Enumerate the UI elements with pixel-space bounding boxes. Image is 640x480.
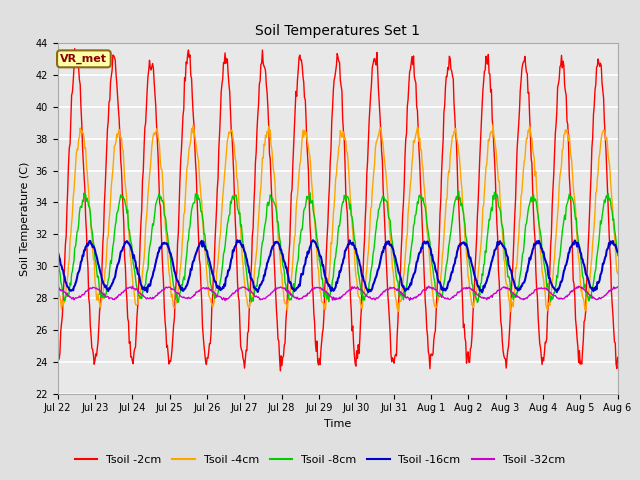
Line: Tsoil -16cm: Tsoil -16cm — [58, 240, 618, 292]
Tsoil -2cm — [408, 60, 415, 66]
Tsoil -32cm — [208, 288, 216, 294]
Tsoil -4cm — [395, 309, 403, 314]
Tsoil -16cm — [309, 237, 317, 243]
Tsoil -8cm — [474, 300, 481, 305]
Tsoil -2cm — [276, 368, 284, 374]
Tsoil -16cm — [406, 281, 414, 287]
Tsoil -32cm — [221, 298, 229, 303]
Tsoil -2cm — [209, 294, 216, 300]
Tsoil -16cm — [64, 284, 72, 290]
Tsoil -4cm — [423, 227, 431, 232]
Tsoil -32cm — [54, 286, 61, 292]
Tsoil -8cm — [614, 252, 621, 258]
Line: Tsoil -32cm: Tsoil -32cm — [58, 286, 618, 300]
Title: Soil Temperatures Set 1: Soil Temperatures Set 1 — [255, 24, 420, 38]
Tsoil -32cm — [122, 287, 129, 293]
Tsoil -2cm — [179, 112, 187, 118]
Tsoil -4cm — [54, 277, 61, 283]
Tsoil -32cm — [614, 284, 621, 290]
Tsoil -16cm — [179, 285, 186, 290]
Tsoil -16cm — [208, 268, 216, 274]
X-axis label: Time: Time — [324, 419, 351, 429]
Tsoil -4cm — [64, 273, 72, 279]
Tsoil -8cm — [64, 293, 72, 299]
Tsoil -8cm — [179, 283, 186, 289]
Tsoil -2cm — [71, 46, 79, 51]
Tsoil -32cm — [406, 295, 414, 300]
Tsoil -32cm — [64, 293, 72, 299]
Tsoil -8cm — [455, 188, 463, 194]
Line: Tsoil -4cm: Tsoil -4cm — [58, 124, 618, 312]
Line: Tsoil -2cm: Tsoil -2cm — [58, 48, 618, 371]
Tsoil -16cm — [54, 248, 61, 254]
Tsoil -16cm — [478, 289, 486, 295]
Tsoil -8cm — [122, 201, 129, 207]
Line: Tsoil -8cm: Tsoil -8cm — [58, 191, 618, 302]
Tsoil -2cm — [54, 360, 61, 366]
Tsoil -4cm — [208, 301, 216, 307]
Tsoil -4cm — [122, 182, 129, 188]
Tsoil -4cm — [406, 181, 414, 187]
Tsoil -16cm — [614, 249, 621, 255]
Tsoil -8cm — [406, 260, 413, 266]
Legend: Tsoil -2cm, Tsoil -4cm, Tsoil -8cm, Tsoil -16cm, Tsoil -32cm: Tsoil -2cm, Tsoil -4cm, Tsoil -8cm, Tsoi… — [70, 451, 570, 469]
Tsoil -16cm — [122, 239, 129, 245]
Tsoil -32cm — [575, 283, 582, 289]
Y-axis label: Soil Temperature (C): Soil Temperature (C) — [20, 161, 30, 276]
Tsoil -2cm — [424, 333, 431, 339]
Tsoil -8cm — [422, 211, 430, 216]
Tsoil -32cm — [179, 295, 186, 300]
Tsoil -16cm — [423, 239, 431, 245]
Tsoil -4cm — [614, 271, 621, 276]
Tsoil -8cm — [54, 252, 61, 257]
Tsoil -4cm — [179, 240, 186, 245]
Tsoil -2cm — [122, 286, 130, 292]
Text: VR_met: VR_met — [60, 54, 108, 64]
Tsoil -8cm — [208, 288, 216, 293]
Tsoil -4cm — [489, 121, 497, 127]
Tsoil -32cm — [423, 285, 431, 290]
Tsoil -2cm — [64, 186, 72, 192]
Tsoil -2cm — [614, 355, 621, 360]
